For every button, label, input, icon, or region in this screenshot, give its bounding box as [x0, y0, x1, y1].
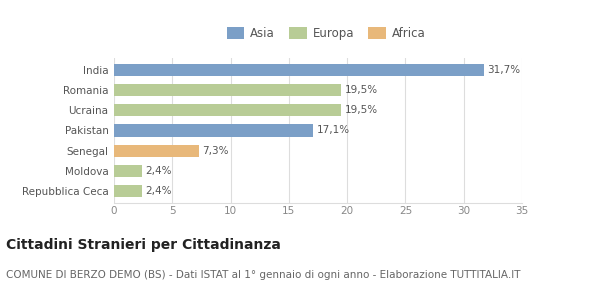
Bar	[114, 185, 142, 197]
Text: 2,4%: 2,4%	[145, 166, 172, 176]
Bar	[114, 84, 341, 96]
Text: Cittadini Stranieri per Cittadinanza: Cittadini Stranieri per Cittadinanza	[6, 238, 281, 252]
Bar	[114, 104, 341, 116]
Bar	[114, 165, 142, 177]
Text: 7,3%: 7,3%	[203, 146, 229, 156]
Bar	[114, 64, 484, 76]
Text: 31,7%: 31,7%	[487, 65, 520, 75]
Legend: Asia, Europa, Africa: Asia, Europa, Africa	[223, 23, 429, 44]
Bar	[114, 145, 199, 157]
Text: 2,4%: 2,4%	[145, 186, 172, 196]
Bar	[114, 124, 313, 137]
Text: 19,5%: 19,5%	[345, 85, 378, 95]
Text: 17,1%: 17,1%	[317, 126, 350, 135]
Text: COMUNE DI BERZO DEMO (BS) - Dati ISTAT al 1° gennaio di ogni anno - Elaborazione: COMUNE DI BERZO DEMO (BS) - Dati ISTAT a…	[6, 270, 521, 280]
Text: 19,5%: 19,5%	[345, 105, 378, 115]
